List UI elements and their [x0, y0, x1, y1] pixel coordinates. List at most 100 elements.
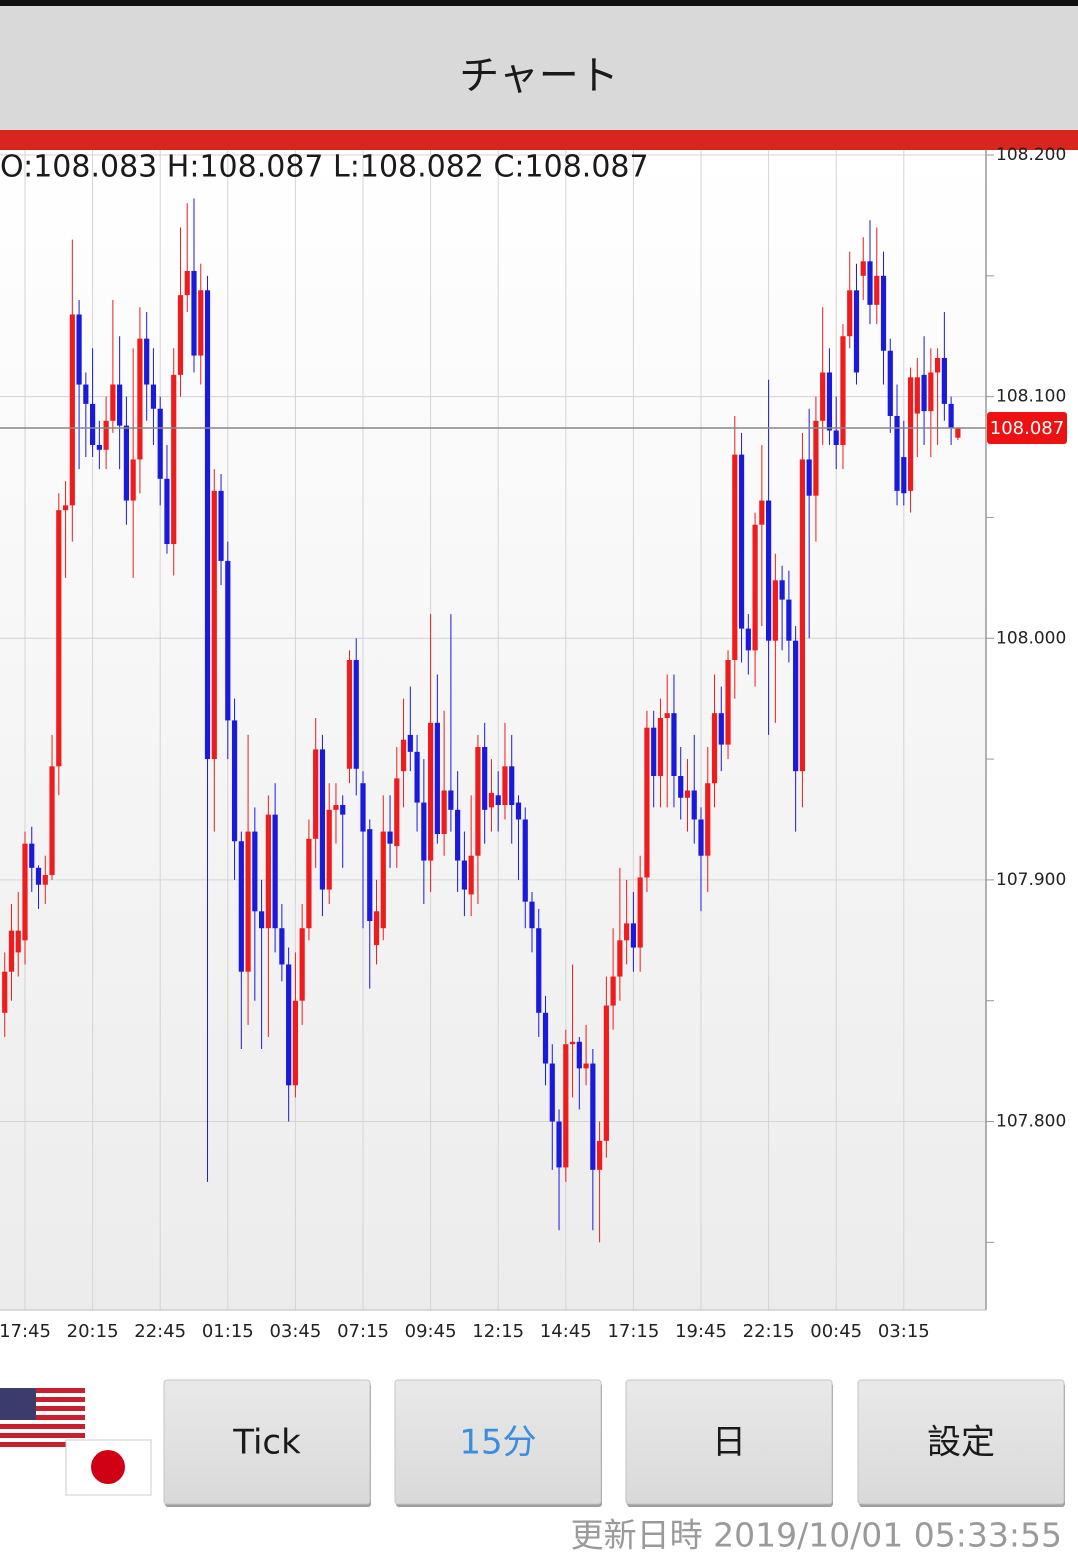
candle-body [218, 490, 224, 561]
candles [2, 198, 961, 1243]
interval-button[interactable] [625, 1379, 833, 1505]
x-tick-label: 17:15 [607, 1321, 659, 1342]
candle-body [610, 976, 616, 1006]
candle-body [137, 338, 143, 460]
candle-body [786, 599, 792, 641]
y-tick-label: 107.800 [996, 1112, 1066, 1132]
candle-body [380, 831, 386, 929]
candle-body [488, 792, 495, 808]
candle-body [691, 790, 697, 820]
candle-body [597, 1140, 603, 1170]
candle-body [448, 790, 454, 810]
candle-body [860, 261, 866, 276]
candle-body [56, 510, 62, 767]
candle-body [62, 505, 69, 511]
candle-body [671, 713, 677, 776]
us-flag [0, 1388, 85, 1448]
button-label: Tick [232, 1423, 301, 1463]
candle-body [603, 1005, 609, 1141]
x-tick-label: 22:15 [743, 1321, 795, 1342]
candle-body [367, 829, 373, 921]
last-price-label: 108.087 [990, 418, 1064, 439]
y-tick-label: 108.000 [996, 628, 1066, 648]
candle-body [468, 855, 474, 895]
candle-body [576, 1041, 582, 1069]
candle-body [651, 727, 657, 776]
candle-body [292, 1000, 298, 1086]
candle-body [698, 819, 704, 856]
candle-body [164, 478, 170, 545]
candle-body [725, 660, 731, 745]
jp-flag [65, 1439, 152, 1496]
candle-body [407, 734, 413, 752]
status-strip [0, 0, 1078, 6]
candle-body [461, 860, 467, 890]
x-tick-label: 14:45 [540, 1321, 592, 1342]
x-tick-label: 00:45 [810, 1321, 862, 1342]
candle-body [793, 640, 799, 772]
candle-body [928, 372, 934, 412]
candle-body [455, 809, 461, 861]
candle-body [29, 843, 35, 868]
candle-body [833, 430, 839, 445]
candle-body [150, 384, 157, 409]
candle-body [678, 775, 684, 798]
candle-body [874, 275, 880, 305]
interval-button[interactable] [163, 1379, 371, 1505]
candle-body [211, 490, 217, 760]
x-tick-label: 03:45 [269, 1321, 321, 1342]
candle-body [522, 819, 528, 902]
candle-body [130, 459, 136, 501]
candle-body [515, 802, 522, 820]
candle-body [346, 660, 353, 769]
y-tick-label: 107.900 [996, 870, 1066, 890]
candle-body [894, 415, 900, 491]
candle-body [718, 713, 724, 745]
candle-body [144, 338, 150, 385]
button-label: 15分 [459, 1423, 536, 1463]
candle-body [948, 403, 954, 429]
candle-body [766, 500, 772, 641]
candle-body [333, 804, 339, 810]
candle-body [110, 384, 116, 421]
candle-body [806, 459, 812, 496]
candle-body [847, 290, 853, 337]
candle-body [542, 1012, 549, 1064]
interval-button[interactable] [857, 1379, 1065, 1505]
candle-body [360, 783, 366, 832]
candle-body [83, 384, 89, 404]
interval-button[interactable] [394, 1379, 602, 1505]
candle-body [867, 261, 873, 305]
y-tick-label: 108.200 [996, 145, 1066, 165]
candle-body [421, 802, 427, 861]
candle-body [184, 270, 190, 296]
candle-body [373, 911, 380, 946]
candle-body [441, 790, 447, 834]
candle-body [96, 444, 102, 450]
candle-body [191, 270, 197, 356]
candle-body [880, 275, 887, 351]
button-bar: Tick 15分 日 設定 [163, 1379, 1065, 1507]
ohlc-readout: O:108.083 H:108.087 L:108.082 C:108.087 [0, 150, 649, 185]
candle-body [840, 336, 846, 445]
candle-body [306, 838, 312, 929]
candle-body [49, 766, 55, 876]
candle-body [921, 374, 927, 412]
candle-body [738, 454, 745, 629]
candle-body [231, 720, 238, 842]
candle-body [887, 350, 893, 416]
button-label: 設定 [927, 1423, 995, 1463]
candle-body [914, 377, 920, 414]
candle-body [617, 940, 623, 977]
candle-body [252, 831, 258, 912]
candle-body [495, 795, 501, 805]
candle-body [414, 751, 420, 803]
candle-body [286, 964, 292, 1086]
candle-body [529, 901, 535, 929]
candle-body [772, 580, 778, 641]
candle-body [177, 295, 184, 375]
candle-body [502, 766, 508, 805]
candle-body [313, 749, 319, 839]
